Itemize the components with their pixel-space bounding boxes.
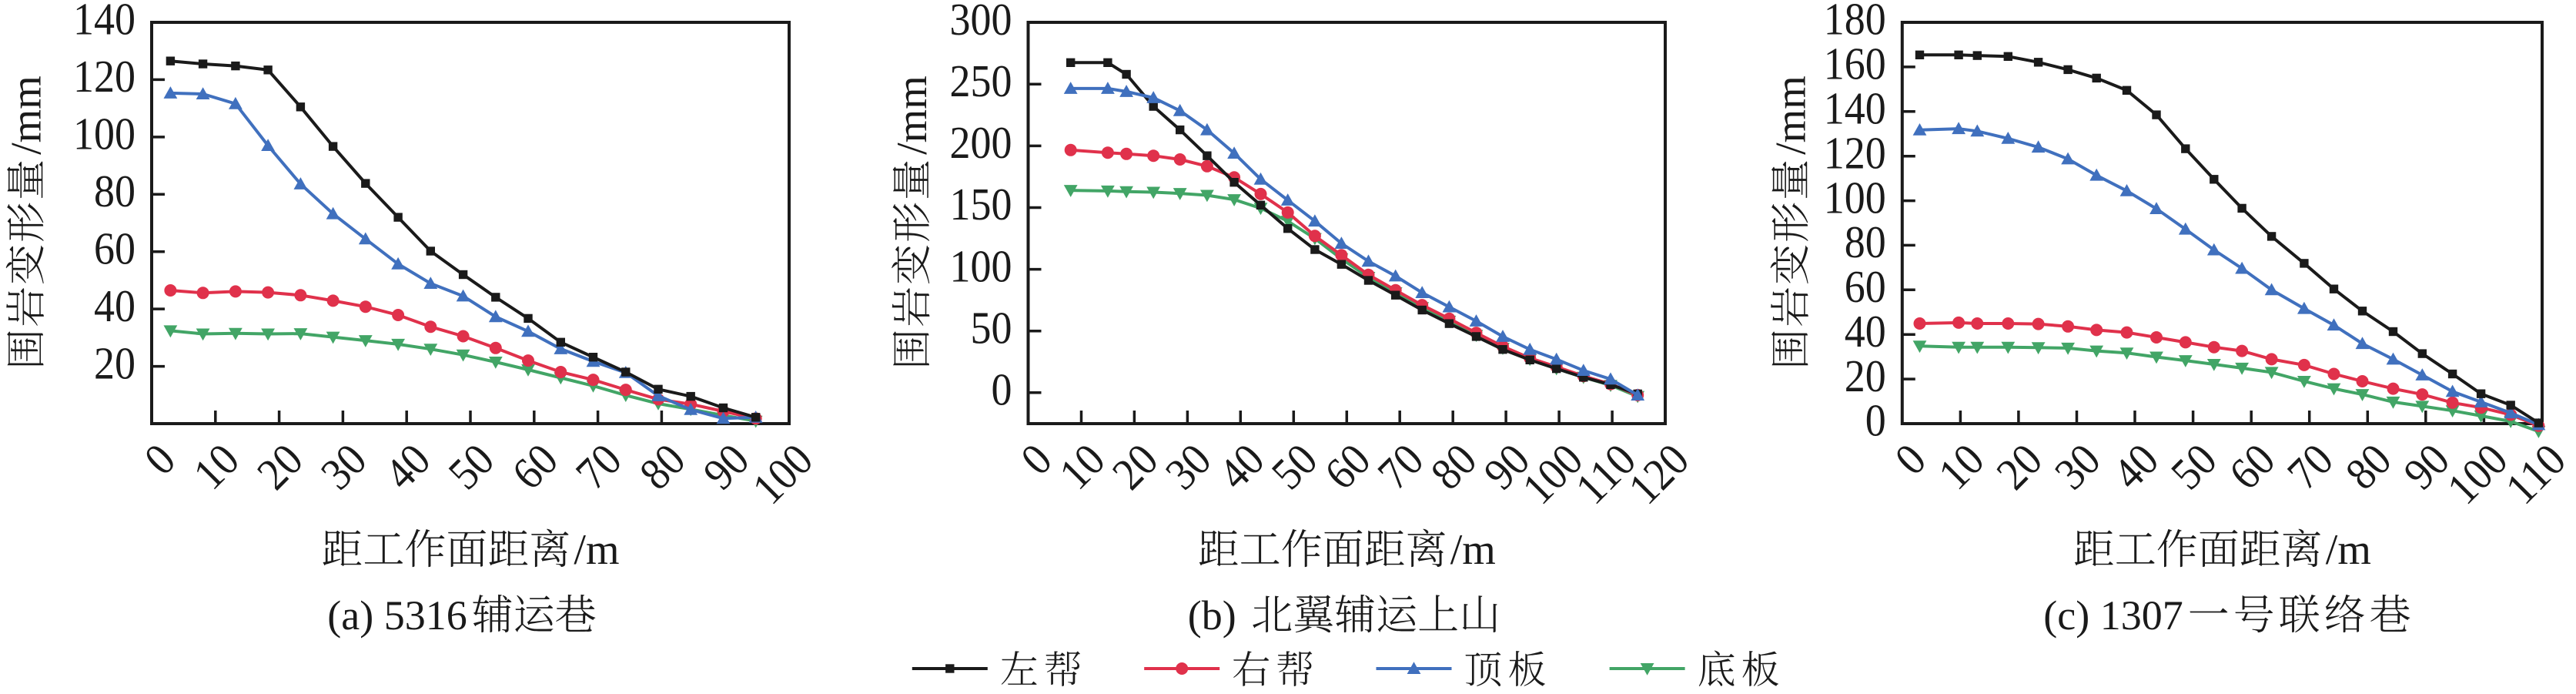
svg-text:140: 140 [73, 0, 135, 45]
svg-text:60: 60 [94, 223, 135, 273]
svg-text:/m: /m [2326, 526, 2371, 574]
svg-text:150: 150 [950, 179, 1012, 230]
svg-text:180: 180 [1824, 0, 1886, 45]
svg-text:40: 40 [1845, 306, 1886, 357]
svg-text:(b): (b) [1188, 592, 1236, 639]
svg-text:50: 50 [971, 302, 1012, 353]
svg-text:300: 300 [950, 0, 1012, 45]
svg-text:/mm: /mm [1767, 75, 1815, 155]
svg-text:40: 40 [94, 280, 135, 331]
svg-text:/mm: /mm [3, 75, 51, 155]
svg-text:250: 250 [950, 55, 1012, 106]
svg-text:200: 200 [950, 117, 1012, 168]
svg-text:20: 20 [94, 337, 135, 388]
svg-text:/mm: /mm [888, 75, 936, 155]
svg-text:/m: /m [574, 526, 619, 574]
svg-text:120: 120 [73, 51, 135, 102]
svg-text:160: 160 [1824, 39, 1886, 89]
svg-text:(c) 1307: (c) 1307 [2043, 592, 2183, 639]
svg-text:100: 100 [950, 240, 1012, 291]
svg-text:20: 20 [1845, 350, 1886, 401]
svg-text:/m: /m [1450, 526, 1496, 574]
svg-text:(a) 5316: (a) 5316 [327, 592, 467, 639]
svg-text:100: 100 [1824, 172, 1886, 223]
svg-text:0: 0 [1865, 395, 1886, 446]
svg-text:140: 140 [1824, 83, 1886, 134]
svg-text:60: 60 [1845, 261, 1886, 312]
svg-text:80: 80 [1845, 216, 1886, 267]
svg-text:80: 80 [94, 166, 135, 216]
svg-text:100: 100 [73, 109, 135, 159]
svg-text:0: 0 [992, 364, 1012, 415]
svg-text:120: 120 [1824, 127, 1886, 178]
